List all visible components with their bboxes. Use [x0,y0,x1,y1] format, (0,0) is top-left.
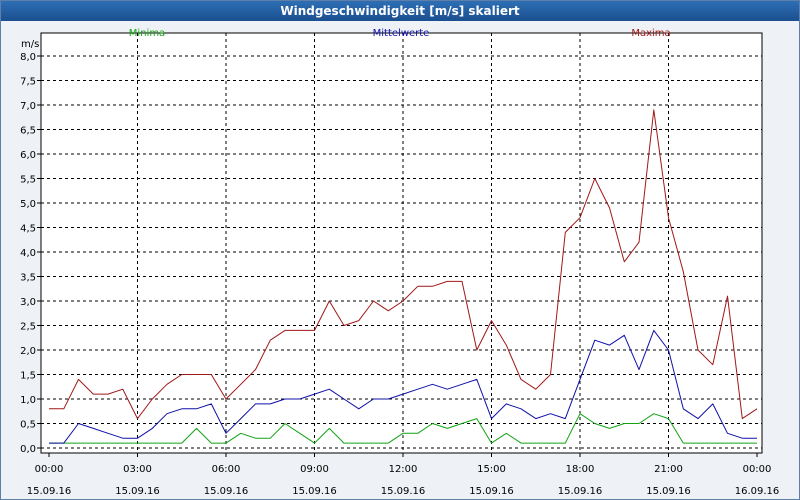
x-tick-date: 15.09.16 [646,486,691,497]
y-tick-label: 0,5 [20,420,36,431]
y-tick-label: 7,5 [20,77,36,88]
legend-mittelwerte: Mittelwerte [373,28,430,39]
series-line-mittelwerte [49,329,757,444]
y-tick-label: 6,0 [20,150,36,161]
x-tick-time: 00:00 [743,464,772,475]
y-axis-label: m/s [21,39,39,50]
x-tick-time: 12:00 [389,464,418,475]
x-tick-time: 06:00 [212,464,241,475]
y-tick-label: 5,5 [20,175,36,186]
x-tick-time: 03:00 [123,464,152,475]
y-tick-label: 6,5 [20,126,36,137]
window-title: Windgeschwindigkeit [m/s] skaliert [1,1,799,21]
series-line-minima [49,413,757,444]
y-tick-label: 1,0 [20,395,36,406]
legend-maxima: Maxima [631,28,670,39]
y-tick-label: 1,5 [20,371,36,382]
y-tick-label: 3,5 [20,273,36,284]
y-tick-label: 7,0 [20,101,36,112]
x-tick-date: 15.09.16 [292,486,337,497]
y-tick-label: 8,0 [20,52,36,63]
plot-area [41,33,762,453]
series-line-maxima [49,109,758,420]
x-tick-date: 15.09.16 [204,486,249,497]
legend-minima: Minima [129,28,165,39]
y-tick-label: 5,0 [20,199,36,210]
y-tick-label: 0,0 [20,444,36,455]
x-tick-date: 15.09.16 [469,486,514,497]
y-tick-label: 2,5 [20,322,36,333]
x-tick-date: 16.09.16 [735,486,780,497]
x-tick-time: 21:00 [654,464,683,475]
plot-border [40,32,763,454]
y-tick-label: 4,0 [20,248,36,259]
x-tick-date: 15.09.16 [27,486,72,497]
x-tick-date: 15.09.16 [558,486,603,497]
y-tick-label: 3,0 [20,297,36,308]
x-tick-time: 18:00 [566,464,595,475]
x-tick-time: 00:00 [35,464,64,475]
x-tick-time: 09:00 [300,464,329,475]
x-tick-date: 15.09.16 [381,486,426,497]
y-tick-label: 4,5 [20,224,36,235]
y-tick-label: 2,0 [20,346,36,357]
x-tick-time: 15:00 [477,464,506,475]
line-chart: m/s Minima Mittelwerte Maxima 0,0 0,5 1,0 1… [20,28,780,497]
x-tick-date: 15.09.16 [115,486,160,497]
